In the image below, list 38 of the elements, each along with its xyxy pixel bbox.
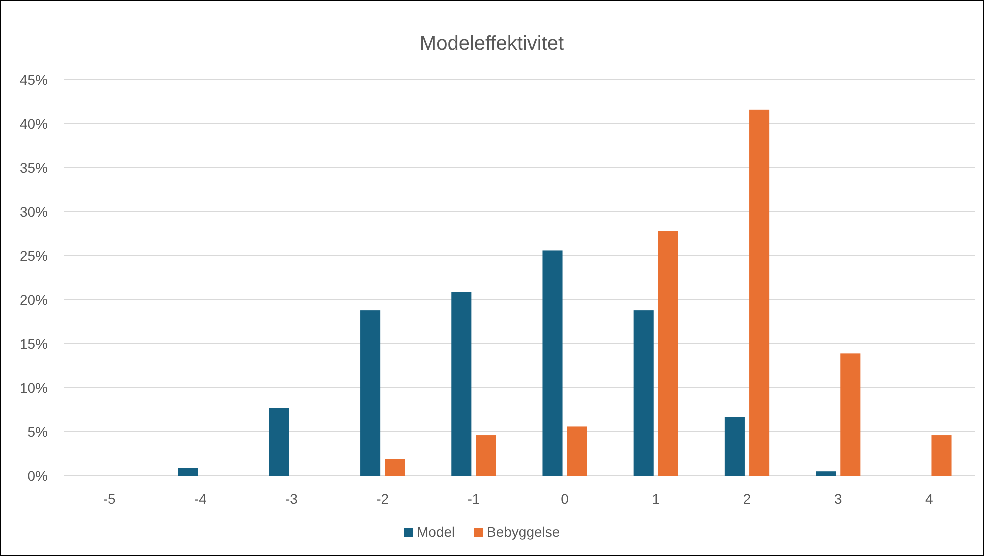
bar <box>932 436 952 476</box>
x-tick-label: 0 <box>561 491 570 507</box>
y-tick-label: 35% <box>20 160 48 176</box>
chart-title: Modeleffektivitet <box>420 33 565 55</box>
bar <box>476 436 496 476</box>
y-tick-label: 0% <box>28 468 48 484</box>
bar <box>567 426 588 476</box>
y-tick-label: 45% <box>20 72 48 88</box>
x-tick-label: -5 <box>103 491 116 507</box>
bar <box>269 408 290 476</box>
x-tick-label: -4 <box>194 491 208 507</box>
y-tick-label: 20% <box>20 292 48 308</box>
x-tick-label: 4 <box>926 491 934 507</box>
legend-label: Model <box>417 524 456 540</box>
bar <box>750 110 770 476</box>
x-tick-label: 3 <box>834 491 842 507</box>
bar <box>634 310 654 476</box>
bar <box>542 250 563 476</box>
bar <box>360 310 381 476</box>
bar <box>840 354 861 476</box>
bar <box>385 459 406 476</box>
legend-label: Bebyggelse <box>487 524 560 540</box>
bar <box>658 231 678 476</box>
x-tick-label: -3 <box>286 491 298 507</box>
y-tick-label: 10% <box>20 380 48 396</box>
x-tick-label: -1 <box>468 491 480 507</box>
bar <box>178 468 198 476</box>
bar <box>724 417 745 476</box>
y-tick-label: 15% <box>20 336 48 352</box>
bar <box>816 472 836 476</box>
bar <box>452 292 472 476</box>
y-tick-label: 40% <box>20 116 48 132</box>
y-tick-label: 25% <box>20 248 48 264</box>
y-tick-label: 5% <box>28 424 48 440</box>
x-tick-label: 1 <box>652 491 660 507</box>
x-tick-label: -2 <box>376 491 390 507</box>
x-tick-label: 2 <box>743 491 752 507</box>
y-tick-label: 30% <box>20 204 48 220</box>
